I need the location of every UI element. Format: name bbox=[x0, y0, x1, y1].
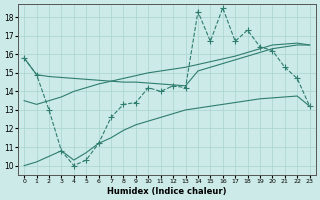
X-axis label: Humidex (Indice chaleur): Humidex (Indice chaleur) bbox=[107, 187, 227, 196]
